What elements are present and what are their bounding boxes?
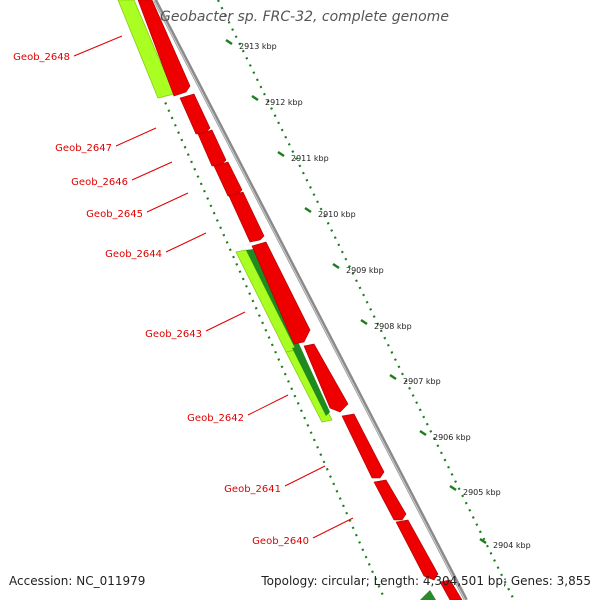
scale-tick-label: 2913 kbp — [239, 42, 277, 51]
gene-geob-2648-forward[interactable] — [137, 0, 191, 97]
scale-tick-label: 2909 kbp — [346, 266, 384, 275]
scale-tick-mark — [389, 373, 397, 381]
gene-label[interactable]: Geob_2640 — [252, 536, 309, 547]
gene-leader-line — [131, 161, 173, 181]
gene-geob-2646-forward[interactable] — [197, 129, 227, 167]
scale-tick-mark — [251, 94, 259, 102]
gene-leader-line — [115, 127, 157, 147]
genome-backbone — [153, 0, 468, 600]
scale-tick-mark — [360, 318, 368, 326]
genome-title: Geobacter sp. FRC-32, complete genome — [160, 9, 449, 25]
gene-label[interactable]: Geob_2645 — [86, 209, 143, 220]
gene-leader-line — [247, 394, 289, 416]
accession-text: Accession: NC_011979 — [9, 574, 146, 588]
gene-leader-line — [73, 35, 123, 57]
scale-tick-mark — [419, 429, 427, 437]
gene-geob-2641-forward[interactable] — [341, 413, 385, 479]
gene-leader-line — [312, 517, 354, 539]
gene-label[interactable]: Geob_2646 — [71, 177, 128, 188]
gene-geob-2644-forward[interactable] — [228, 191, 265, 243]
gene-edge-reverse[interactable] — [420, 590, 436, 600]
scale-tick-label: 2906 kbp — [433, 433, 471, 442]
gene-label[interactable]: Geob_2647 — [55, 143, 112, 154]
gene-leader-line — [284, 465, 326, 487]
scale-tick-mark — [277, 150, 285, 158]
scale-tick-label: 2904 kbp — [493, 541, 531, 550]
gene-geob-2647-forward[interactable] — [179, 93, 211, 135]
scale-tick-label: 2912 kbp — [265, 98, 303, 107]
scale-tick-label: 2907 kbp — [403, 377, 441, 386]
gene-label[interactable]: Geob_2644 — [105, 249, 162, 260]
scale-tick-mark — [449, 484, 457, 492]
gene-geob-2640a-forward[interactable] — [373, 479, 407, 521]
scale-tick-label: 2905 kbp — [463, 488, 501, 497]
gene-geob-2640b-forward[interactable] — [395, 519, 439, 581]
gene-labels: Geob_2648 Geob_2647 Geob_2646 Geob_2645 Geob… — [13, 35, 354, 547]
scale-tick-mark — [225, 38, 233, 46]
scale-tick-mark — [332, 262, 340, 270]
forward-strand-genes — [137, 0, 463, 600]
gene-geob-2642-reverse-overlap[interactable] — [292, 346, 330, 416]
gene-leader-line — [205, 311, 246, 332]
scale-tick-mark — [304, 206, 312, 214]
genome-summary-text: Topology: circular; Length: 4,304,501 bp… — [261, 574, 591, 588]
scale-tick-label: 2908 kbp — [374, 322, 412, 331]
scale-ticks: 2913 kbp 2912 kbp 2911 kbp 2910 kbp 2909 kbp… — [225, 38, 531, 550]
gene-leader-line — [146, 192, 189, 213]
scale-tick-label: 2911 kbp — [291, 154, 329, 163]
gene-edge-forward[interactable] — [439, 579, 463, 600]
gene-geob-2642-forward[interactable] — [303, 343, 349, 413]
gene-geob-2645-forward[interactable] — [213, 161, 243, 197]
scale-tick-mark — [479, 537, 487, 545]
genome-backbone-highlight — [153, 0, 466, 600]
scale-tick-label: 2910 kbp — [318, 210, 356, 219]
gene-label[interactable]: Geob_2643 — [145, 329, 202, 340]
gene-label[interactable]: Geob_2642 — [187, 413, 244, 424]
gene-label[interactable]: Geob_2648 — [13, 52, 70, 63]
gene-geob-2643-forward[interactable] — [251, 241, 311, 345]
gene-leader-line — [165, 232, 207, 253]
gene-label[interactable]: Geob_2641 — [224, 484, 281, 495]
